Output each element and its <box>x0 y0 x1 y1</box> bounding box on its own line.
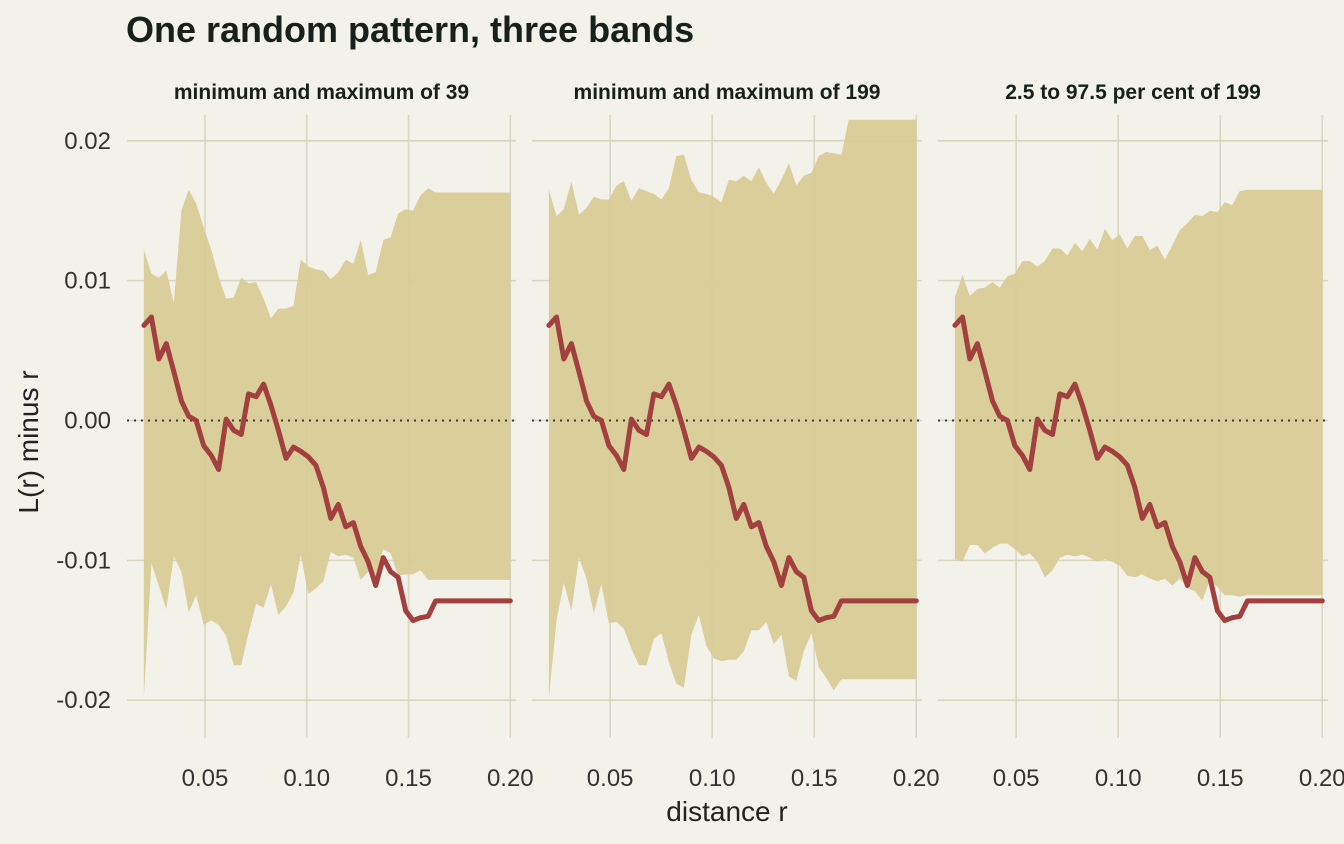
x-tick-label: 0.05 <box>587 765 634 792</box>
x-tick-label: 0.05 <box>182 765 229 792</box>
observed-line <box>141 314 513 623</box>
x-tick-label: 0.05 <box>993 765 1040 792</box>
y-tick-label: 0.01 <box>64 268 111 295</box>
x-tick-label: 0.10 <box>283 765 330 792</box>
envelope-band <box>954 189 1323 601</box>
x-tick-label: 0.15 <box>1197 765 1244 792</box>
y-tick-label: 0.00 <box>64 408 111 435</box>
y-axis: -0.02 -0.01 0.00 0.01 0.02 <box>56 128 111 714</box>
panel-1: minimum and maximum of 39 0.05 0.10 0.15 0.2… <box>127 81 534 792</box>
x-tick-label: 0.10 <box>1095 765 1142 792</box>
panel-title: minimum and maximum of 39 <box>174 81 469 104</box>
panels: minimum and maximum of 39 0.05 0.10 0.15 0.2… <box>56 81 1344 792</box>
y-tick-label: 0.02 <box>64 128 111 155</box>
x-axis-title: distance r <box>666 796 787 827</box>
x-tick-label: 0.20 <box>1299 765 1344 792</box>
observed-line <box>952 314 1325 623</box>
x-tick-label: 0.20 <box>893 765 940 792</box>
envelope-band <box>143 188 511 698</box>
y-axis-title: L(r) minus r <box>13 370 44 513</box>
observed-line <box>546 314 919 623</box>
x-tick-label: 0.20 <box>487 765 534 792</box>
panel-2: minimum and maximum of 199 0.05 0.10 0.15 0.… <box>532 81 940 792</box>
envelope-band <box>548 119 917 698</box>
x-tick-label: 0.15 <box>385 765 432 792</box>
panel-3: 2.5 to 97.5 per cent of 199 0.05 0.10 0.15 0… <box>938 81 1344 792</box>
x-tick-label: 0.15 <box>791 765 838 792</box>
x-tick-label: 0.10 <box>689 765 736 792</box>
panel-title: 2.5 to 97.5 per cent of 199 <box>1005 81 1261 104</box>
y-tick-label: -0.02 <box>56 687 111 714</box>
chart-title: One random pattern, three bands <box>126 9 694 50</box>
panel-title: minimum and maximum of 199 <box>574 81 881 104</box>
y-tick-label: -0.01 <box>56 547 111 574</box>
